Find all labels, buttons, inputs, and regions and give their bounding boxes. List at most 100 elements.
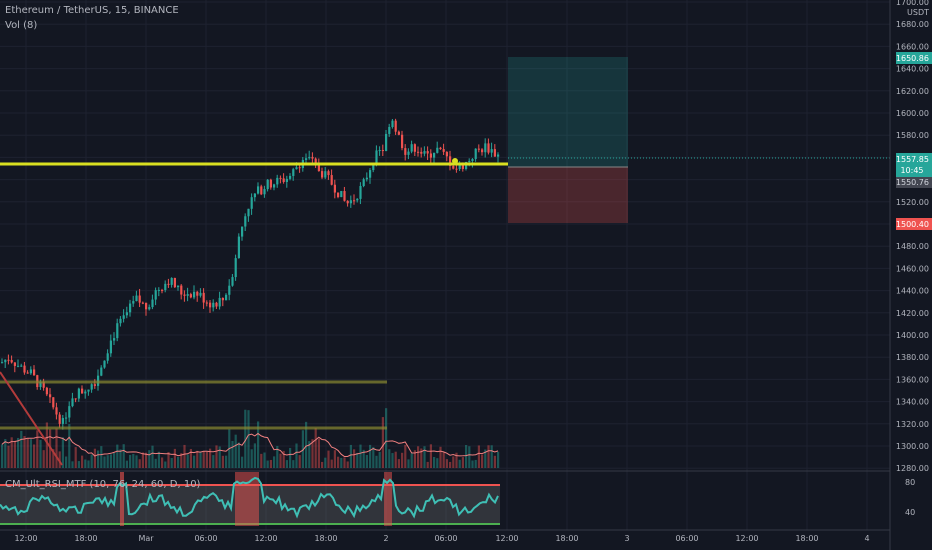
time-tick-label: 18:00 [795, 534, 818, 543]
price-tick-label: 1360.00 [896, 375, 929, 384]
price-tick-label: 1440.00 [896, 287, 929, 296]
candle-body [381, 150, 384, 152]
candle-body [321, 171, 324, 178]
volume-bar [420, 448, 423, 468]
volume-bar [193, 455, 196, 468]
volume-bar [327, 450, 330, 468]
volume-bar [151, 445, 154, 468]
price-tick-label: 1320.00 [896, 420, 929, 429]
candle-body [481, 149, 484, 153]
candle-body [52, 397, 55, 408]
volume-bar [20, 430, 23, 468]
symbol-title[interactable]: Ethereum / TetherUS, 15, BINANCE [5, 5, 179, 16]
candle-body [330, 175, 333, 185]
candle-body [356, 198, 359, 201]
candle-body [71, 398, 74, 407]
candle-body [333, 184, 336, 193]
svg-text:1557.85: 1557.85 [896, 155, 929, 164]
volume-bar [333, 450, 336, 468]
volume-bar [407, 459, 410, 468]
volume-bar [365, 455, 368, 468]
volume-bar [58, 451, 61, 468]
candle-body [324, 171, 327, 178]
candle-body [385, 133, 388, 152]
candle-body [375, 150, 378, 165]
candle-body [141, 302, 144, 304]
volume-bar [388, 449, 391, 468]
volume-bar [103, 456, 106, 468]
volume-bar [87, 460, 90, 468]
rsi-indicator-label[interactable]: CM_Ult_RSI_MTF (10, 76, 24, 60, D, 10) [5, 479, 201, 490]
candle-body [33, 369, 36, 376]
candle-body [234, 258, 237, 278]
volume-bar [442, 452, 445, 468]
candle-body [442, 149, 445, 152]
candle-body [365, 177, 368, 180]
candle-body [247, 208, 250, 217]
candle-body [225, 294, 228, 301]
volume-bar [7, 445, 10, 468]
candle-body [193, 291, 196, 298]
volume-bar [330, 459, 333, 468]
candle-body [164, 283, 167, 291]
volume-bar [189, 448, 192, 468]
volume-bar [439, 446, 442, 468]
candle-body [1, 362, 4, 364]
target-price-tag: 1650.86 [896, 52, 932, 64]
price-tick-label: 1300.00 [896, 442, 929, 451]
volume-bar [215, 445, 218, 468]
volume-bar [298, 455, 301, 468]
volume-bar [474, 459, 477, 468]
candle-body [394, 120, 397, 132]
price-tick-label: 1700.00 [896, 0, 929, 7]
price-axis-panel[interactable] [890, 0, 932, 550]
volume-bar [186, 454, 189, 468]
time-tick-label: 06:00 [194, 534, 217, 543]
volume-bar [247, 410, 250, 468]
volume-bar [423, 446, 426, 468]
volume-bar [122, 444, 125, 468]
candle-body [452, 165, 455, 169]
volume-bar [455, 452, 458, 468]
candle-body [439, 147, 442, 150]
volume-bar [375, 455, 378, 468]
volume-bar [17, 437, 20, 468]
candle-body [458, 163, 461, 170]
volume-indicator-label[interactable]: Vol (8) [5, 20, 38, 31]
volume-bar [167, 452, 170, 468]
candle-body [119, 318, 122, 324]
volume-bar [52, 449, 55, 468]
volume-bar [141, 452, 144, 468]
volume-bar [221, 455, 224, 468]
volume-bar [253, 443, 256, 468]
volume-bar [285, 460, 288, 468]
candle-body [317, 162, 320, 172]
volume-bar [317, 438, 320, 468]
candle-body [116, 323, 119, 339]
volume-bar [487, 445, 490, 468]
candle-body [45, 387, 48, 395]
volume-bar [461, 457, 464, 468]
volume-bar [74, 447, 77, 468]
candle-body [276, 177, 279, 185]
time-tick-label: 12:00 [735, 534, 758, 543]
candle-body [202, 292, 205, 303]
candle-body [305, 158, 308, 160]
candle-body [397, 131, 400, 135]
candle-body [372, 164, 375, 171]
candle-body [349, 200, 352, 204]
volume-bar [129, 454, 132, 468]
volume-bar [279, 453, 282, 468]
volume-bar [164, 461, 167, 468]
volume-bar [84, 459, 87, 468]
candle-body [237, 236, 240, 259]
candle-body [282, 178, 285, 182]
volume-bar [205, 451, 208, 468]
volume-bar [497, 451, 500, 468]
time-tick-label: 3 [624, 534, 629, 543]
candle-body [103, 360, 106, 368]
candle-body [250, 197, 253, 209]
time-tick-label: 18:00 [555, 534, 578, 543]
candle-body [135, 295, 138, 302]
